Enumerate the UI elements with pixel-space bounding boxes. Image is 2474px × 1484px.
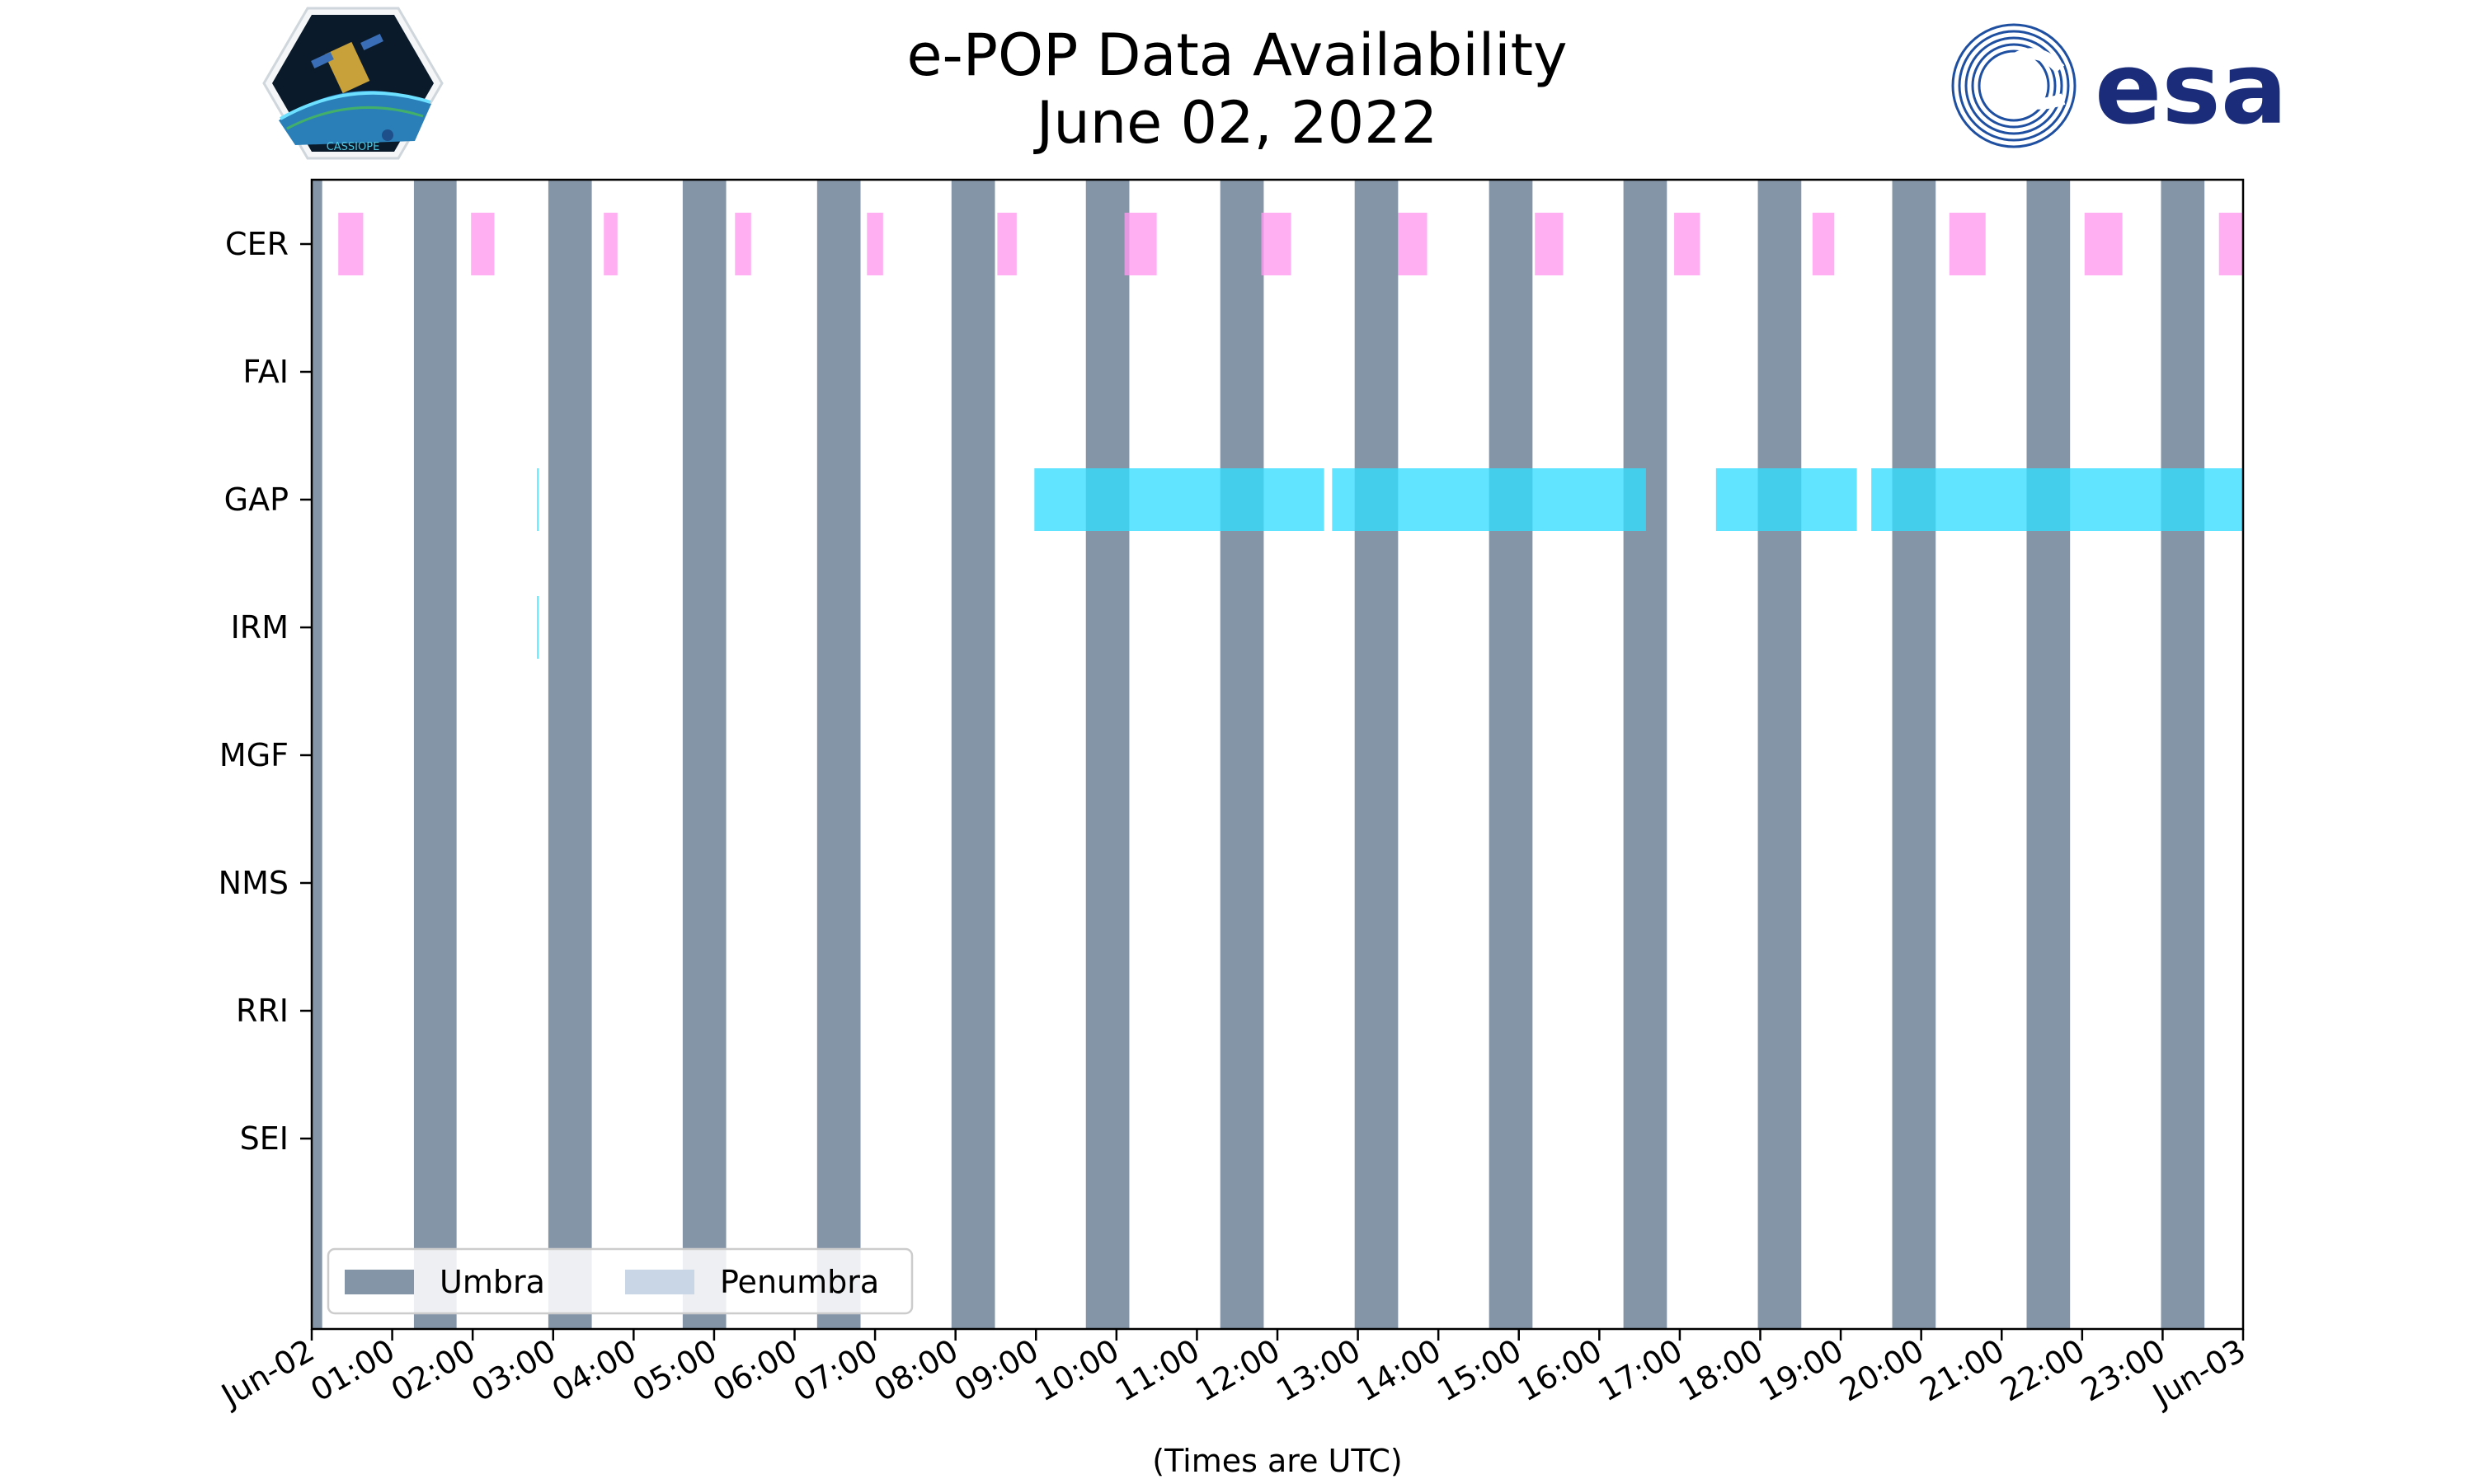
- legend: Umbra Penumbra: [327, 1247, 914, 1315]
- umbra-band: [1085, 180, 1130, 1329]
- x-tick-label: 18:00: [1672, 1332, 1769, 1409]
- availability-bar-cer: [1535, 213, 1564, 275]
- x-tick-label: 02:00: [385, 1332, 482, 1409]
- x-tick-label: 22:00: [1994, 1332, 2091, 1409]
- availability-bar-gap: [1871, 468, 2243, 531]
- availability-bar-gap: [1715, 468, 1857, 531]
- x-tick-label: 01:00: [304, 1332, 401, 1409]
- availability-bar-cer: [1261, 213, 1291, 275]
- x-tick-label: 21:00: [1914, 1332, 2011, 1409]
- x-tick-label: 17:00: [1592, 1332, 1689, 1409]
- umbra-band: [413, 180, 457, 1329]
- esa-logo: esa: [1951, 23, 2288, 148]
- x-tick-label: 14:00: [1351, 1332, 1447, 1409]
- plot-frame: [310, 178, 2245, 1331]
- x-tick-label: 20:00: [1833, 1332, 1930, 1409]
- y-tick-label: NMS: [219, 865, 289, 901]
- esa-logo-text: esa: [2095, 32, 2288, 147]
- legend-swatch-umbra: [345, 1270, 414, 1294]
- x-tick-label: 19:00: [1753, 1332, 1850, 1409]
- x-tick-label: 09:00: [948, 1332, 1045, 1409]
- availability-bar-cer: [1398, 213, 1427, 275]
- umbra-band: [2161, 180, 2205, 1329]
- x-tick-label: 03:00: [465, 1332, 562, 1409]
- umbra-band: [816, 180, 861, 1329]
- umbra-band: [682, 180, 727, 1329]
- availability-bar-cer: [1124, 213, 1157, 275]
- umbra-band: [2026, 180, 2071, 1329]
- x-tick-label: 11:00: [1109, 1332, 1206, 1409]
- x-tick-label: 15:00: [1431, 1332, 1527, 1409]
- availability-bar-cer: [735, 213, 751, 275]
- y-tick-label: RRI: [236, 993, 289, 1029]
- availability-bar-cer: [338, 213, 364, 275]
- legend-label-umbra: Umbra: [440, 1264, 545, 1300]
- availability-bar-cer: [1812, 213, 1835, 275]
- availability-bar-gap: [1332, 468, 1646, 531]
- cassiope-logo-text: CASSIOPE: [327, 141, 380, 153]
- umbra-band: [1354, 180, 1399, 1329]
- y-tick-label: FAI: [242, 354, 289, 390]
- x-tick-label: 12:00: [1190, 1332, 1286, 1409]
- availability-bar-irm: [537, 596, 539, 659]
- availability-bar-cer: [997, 213, 1017, 275]
- umbra-band: [312, 180, 322, 1329]
- availability-bar-cer: [2084, 213, 2123, 275]
- umbra-band: [951, 180, 995, 1329]
- x-tick-label: 05:00: [627, 1332, 723, 1409]
- availability-bar-cer: [867, 213, 883, 275]
- x-tick-label: 07:00: [788, 1332, 884, 1409]
- cassiope-logo: CASSIOPE: [262, 7, 444, 160]
- umbra-layer: [312, 180, 2205, 1329]
- x-axis-label: (Times are UTC): [1152, 1443, 1402, 1479]
- legend-swatch-penumbra: [625, 1270, 694, 1294]
- x-tick-label: 10:00: [1028, 1332, 1125, 1409]
- y-tick-label: SEI: [240, 1120, 289, 1157]
- umbra-band: [1220, 180, 1264, 1329]
- y-tick-label: MGF: [219, 737, 289, 773]
- availability-bar-gap: [537, 468, 539, 531]
- chart-subtitle: June 02, 2022: [1036, 89, 1438, 157]
- umbra-band: [1757, 180, 1802, 1329]
- x-tick-label: Jun-02: [214, 1332, 321, 1415]
- availability-bar-cer: [2218, 213, 2243, 275]
- availability-bars-layer: [338, 213, 2243, 659]
- x-tick-label: 06:00: [707, 1332, 803, 1409]
- y-tick-label: CER: [225, 226, 289, 262]
- availability-bar-cer: [1674, 213, 1700, 275]
- x-tick-label: 13:00: [1270, 1332, 1366, 1409]
- y-tick-label: GAP: [224, 481, 289, 518]
- x-tick-label: 16:00: [1512, 1332, 1608, 1409]
- availability-bar-cer: [1949, 213, 1986, 275]
- legend-label-penumbra: Penumbra: [720, 1264, 879, 1300]
- availability-bar-cer: [471, 213, 495, 275]
- umbra-band: [548, 180, 592, 1329]
- availability-bar-gap: [1034, 468, 1324, 531]
- x-tick-label: 04:00: [546, 1332, 642, 1409]
- y-tick-label: IRM: [231, 609, 289, 646]
- umbra-band: [1623, 180, 1667, 1329]
- availability-bar-cer: [604, 213, 618, 275]
- x-tick-label: 08:00: [868, 1332, 964, 1409]
- umbra-band: [1892, 180, 1936, 1329]
- legend-box: [327, 1247, 914, 1315]
- x-tick-label: Jun-03: [2146, 1332, 2252, 1415]
- chart-title: e-POP Data Availability: [906, 21, 1568, 89]
- umbra-band: [1489, 180, 1533, 1329]
